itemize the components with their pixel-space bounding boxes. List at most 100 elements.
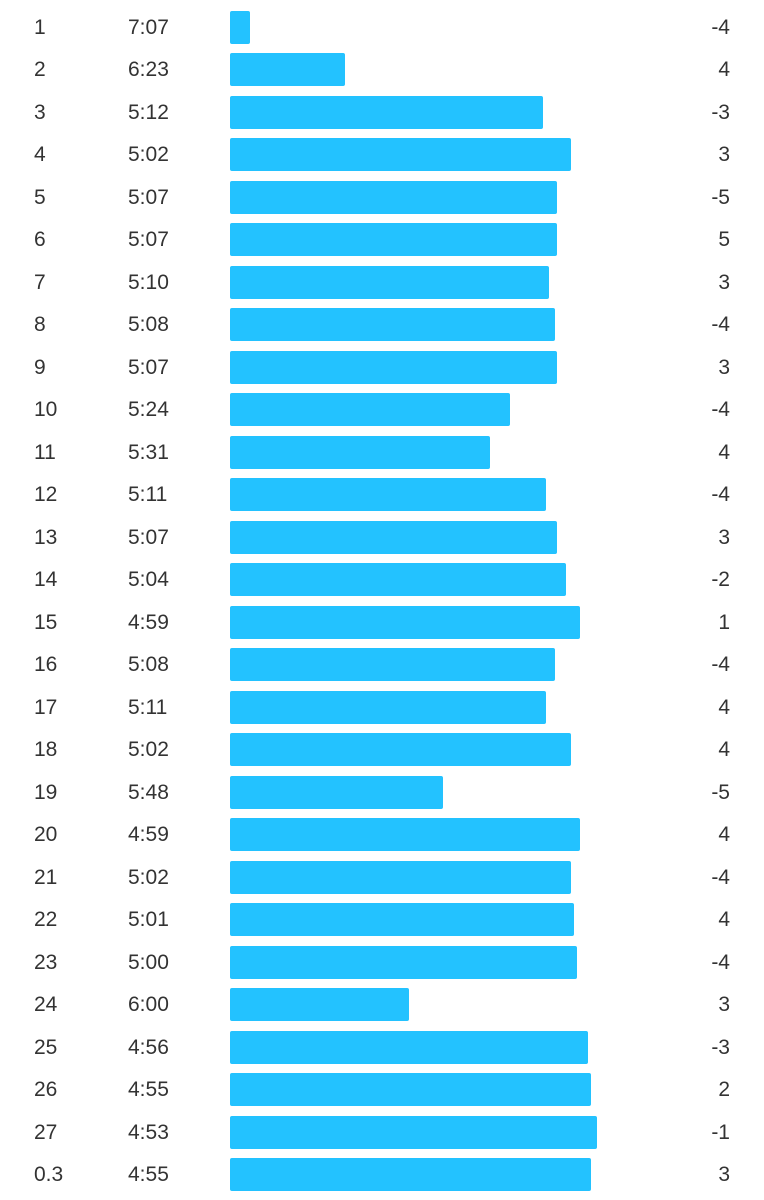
split-elevation: 3	[718, 355, 730, 379]
split-pace: 5:02	[128, 143, 169, 166]
split-row: 4 5:02 3	[0, 134, 764, 177]
split-row: 6 5:07 5	[0, 219, 764, 262]
pace-bar	[230, 520, 558, 554]
split-pace: 5:24	[128, 398, 169, 421]
split-pace: 5:04	[128, 568, 169, 591]
split-km: 14	[34, 568, 58, 591]
split-km: 20	[34, 823, 58, 846]
split-km: 19	[34, 780, 58, 804]
split-km: 1	[34, 15, 46, 39]
split-elevation: -4	[711, 313, 730, 336]
split-row: 24 6:00 3	[0, 984, 764, 1027]
pace-bar	[230, 1158, 591, 1191]
pace-bar	[230, 223, 558, 256]
split-pace: 6:00	[128, 993, 169, 1016]
pace-bar	[230, 180, 558, 214]
split-pace: 6:23	[128, 58, 169, 81]
split-pace: 5:01	[128, 908, 169, 931]
pace-bar	[230, 10, 250, 44]
split-pace: 7:07	[128, 15, 169, 39]
pace-bar	[230, 478, 547, 511]
split-km: 17	[34, 695, 58, 719]
split-row: 21 5:02 -4	[0, 857, 764, 900]
split-km: 15	[34, 610, 58, 634]
split-row: 23 5:00 -4	[0, 942, 764, 985]
split-pace: 5:11	[128, 483, 168, 506]
split-pace: 5:12	[128, 100, 169, 124]
split-km: 9	[34, 355, 46, 379]
pace-bar	[230, 393, 510, 426]
split-elevation: -4	[711, 15, 730, 39]
split-pace: 5:02	[128, 738, 169, 761]
split-km: 18	[34, 738, 58, 761]
split-elevation: -4	[711, 653, 730, 676]
split-pace: 5:11	[128, 695, 168, 719]
split-elevation: 3	[718, 525, 730, 549]
split-elevation: -5	[711, 185, 730, 209]
split-pace: 5:08	[128, 653, 169, 676]
split-row: 15 4:59 1	[0, 602, 764, 645]
split-km: 2	[34, 58, 46, 81]
split-pace: 5:07	[128, 355, 169, 379]
split-km: 0.3	[34, 1163, 64, 1186]
split-row: 19 5:48 -5	[0, 772, 764, 815]
pace-bar	[230, 988, 409, 1021]
split-elevation: 5	[718, 228, 730, 251]
pace-bar	[230, 690, 547, 724]
split-elevation: 4	[718, 908, 730, 931]
split-row: 14 5:04 -2	[0, 559, 764, 602]
pace-bar	[230, 775, 443, 809]
split-elevation: -4	[711, 950, 730, 974]
pace-bar	[230, 945, 577, 979]
split-km: 7	[34, 270, 46, 294]
split-km: 5	[34, 185, 46, 209]
split-km: 11	[34, 440, 56, 464]
split-km: 26	[34, 1078, 58, 1101]
pace-bar	[230, 563, 566, 596]
split-pace: 5:07	[128, 228, 169, 251]
split-km: 12	[34, 483, 58, 506]
split-elevation: 4	[718, 440, 730, 464]
pace-bar	[230, 53, 345, 86]
split-elevation: 2	[718, 1078, 730, 1101]
split-elevation: 3	[718, 1163, 730, 1186]
split-row: 1 7:07 -4	[0, 7, 764, 50]
split-km: 13	[34, 525, 58, 549]
split-elevation: 1	[718, 610, 730, 634]
split-km: 16	[34, 653, 58, 676]
split-elevation: -2	[711, 568, 730, 591]
pace-bar	[230, 308, 555, 341]
split-row: 27 4:53 -1	[0, 1112, 764, 1155]
pace-bar	[230, 1115, 597, 1149]
pace-bar	[230, 648, 555, 681]
split-km: 22	[34, 908, 58, 931]
split-elevation: -5	[711, 780, 730, 804]
split-row: 26 4:55 2	[0, 1069, 764, 1112]
split-km: 27	[34, 1120, 58, 1144]
split-pace: 4:59	[128, 823, 169, 846]
pace-bar	[230, 903, 575, 936]
split-elevation: 4	[718, 823, 730, 846]
split-elevation: 4	[718, 738, 730, 761]
split-row: 3 5:12 -3	[0, 92, 764, 135]
split-row: 7 5:10 3	[0, 262, 764, 305]
split-row: 25 4:56 -3	[0, 1027, 764, 1070]
split-row: 13 5:07 3	[0, 517, 764, 560]
split-row: 8 5:08 -4	[0, 304, 764, 347]
split-km: 21	[34, 865, 58, 889]
pace-bar	[230, 733, 572, 766]
split-elevation: -1	[711, 1120, 730, 1144]
split-pace: 5:02	[128, 865, 169, 889]
split-row: 9 5:07 3	[0, 347, 764, 390]
pace-bar	[230, 435, 491, 469]
pace-bar	[230, 138, 572, 171]
split-row: 5 5:07 -5	[0, 177, 764, 220]
split-pace: 5:08	[128, 313, 169, 336]
pace-bar	[230, 860, 572, 894]
pace-bar	[230, 1030, 589, 1064]
pace-bar	[230, 818, 580, 851]
split-row: 20 4:59 4	[0, 814, 764, 857]
split-km: 10	[34, 398, 58, 421]
split-row: 22 5:01 4	[0, 899, 764, 942]
